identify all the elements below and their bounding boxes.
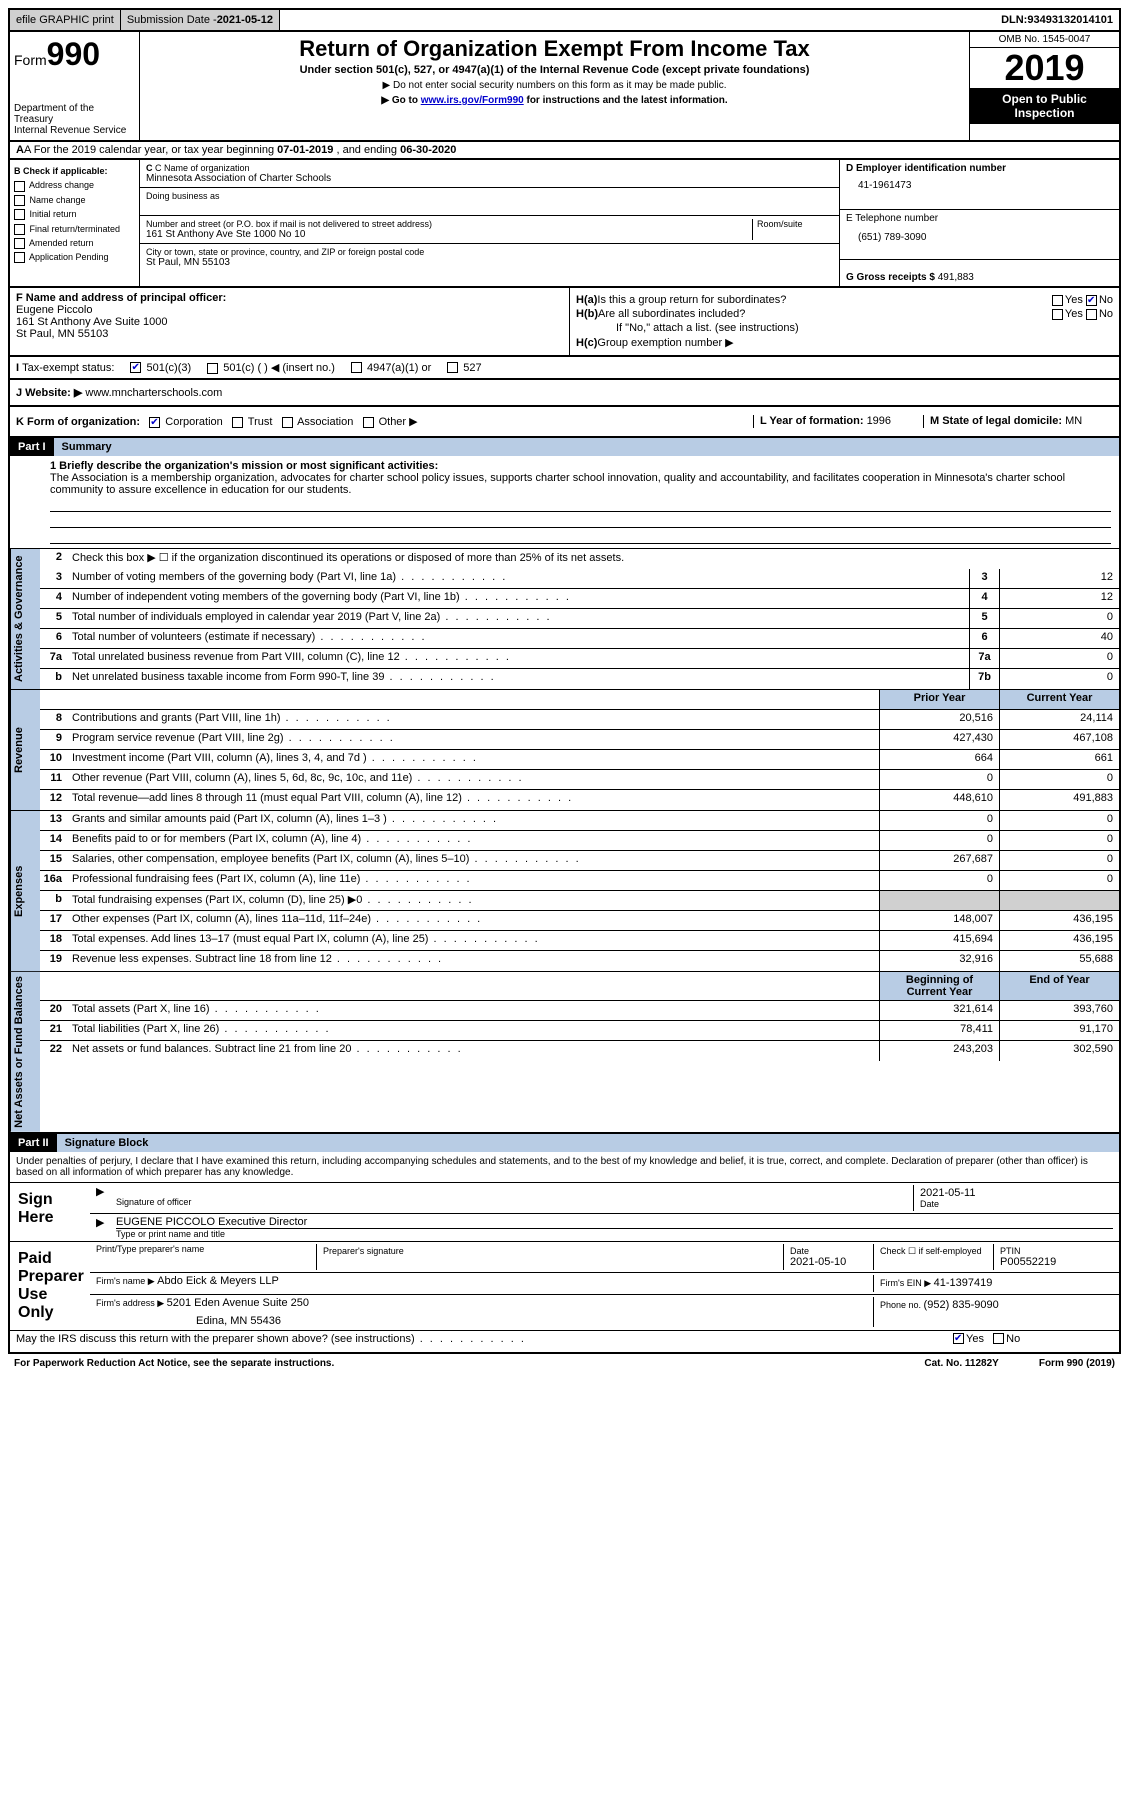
dln: DLN: 93493132014101 [995, 10, 1119, 30]
open-inspection: Open to PublicInspection [970, 88, 1119, 124]
section-vlabel: Revenue [10, 690, 40, 810]
section-vlabel: Activities & Governance [10, 549, 40, 689]
summary-line: 18Total expenses. Add lines 13–17 (must … [40, 931, 1119, 951]
form-org-row: K Form of organization: Corporation Trus… [8, 407, 1121, 438]
irs-link[interactable]: www.irs.gov/Form990 [421, 95, 524, 106]
discuss-row: May the IRS discuss this return with the… [10, 1330, 1119, 1352]
org-name-cell: C C Name of organization Minnesota Assoc… [140, 160, 839, 188]
summary-line: 16aProfessional fundraising fees (Part I… [40, 871, 1119, 891]
row-a-tax-year: AA For the 2019 calendar year, or tax ye… [8, 142, 1121, 160]
hb-yes-checkbox[interactable] [1052, 309, 1063, 320]
col-b-checkboxes: B Check if applicable: Address change Na… [10, 160, 140, 286]
527-checkbox[interactable] [447, 362, 458, 373]
summary-line: 4Number of independent voting members of… [40, 589, 1119, 609]
perjury-statement: Under penalties of perjury, I declare th… [10, 1152, 1119, 1182]
colb-checkbox[interactable] [14, 252, 25, 263]
sign-here-label: Sign Here [10, 1183, 90, 1241]
colb-checkbox[interactable] [14, 181, 25, 192]
4947-checkbox[interactable] [351, 362, 362, 373]
summary-line: 19Revenue less expenses. Subtract line 1… [40, 951, 1119, 971]
telephone-cell: E Telephone number (651) 789-3090 [840, 210, 1119, 260]
top-bar: efile GRAPHIC print Submission Date - 20… [8, 8, 1121, 32]
website-row: J Website: ▶ www.mncharterschools.com [8, 380, 1121, 407]
colb-checkbox[interactable] [14, 195, 25, 206]
page-footer: For Paperwork Reduction Act Notice, see … [8, 1354, 1121, 1373]
form-subtitle: Under section 501(c), 527, or 4947(a)(1)… [144, 64, 965, 76]
efile-print-button[interactable]: efile GRAPHIC print [10, 10, 121, 30]
paid-preparer-label: Paid Preparer Use Only [10, 1242, 90, 1330]
section-vlabel: Expenses [10, 811, 40, 971]
summary-line: 10Investment income (Part VIII, column (… [40, 750, 1119, 770]
summary-line: 12Total revenue—add lines 8 through 11 (… [40, 790, 1119, 810]
summary-line: 22Net assets or fund balances. Subtract … [40, 1041, 1119, 1061]
address-cell: Number and street (or P.O. box if mail i… [140, 216, 839, 244]
part2-header: Part II Signature Block [10, 1134, 1119, 1152]
summary-line: 20Total assets (Part X, line 16)321,6143… [40, 1001, 1119, 1021]
colb-checkbox[interactable] [14, 238, 25, 249]
dba-cell: Doing business as [140, 188, 839, 216]
summary-line: 21Total liabilities (Part X, line 26)78,… [40, 1021, 1119, 1041]
summary-line: 8Contributions and grants (Part VIII, li… [40, 710, 1119, 730]
submission-date: Submission Date - 2021-05-12 [121, 10, 280, 30]
summary-line: 17Other expenses (Part IX, column (A), l… [40, 911, 1119, 931]
summary-line: 6Total number of volunteers (estimate if… [40, 629, 1119, 649]
summary-line: 13Grants and similar amounts paid (Part … [40, 811, 1119, 831]
discuss-no-checkbox[interactable] [993, 1333, 1004, 1344]
501c-checkbox[interactable] [207, 363, 218, 374]
colb-checkbox[interactable] [14, 209, 25, 220]
form-number: Form990 [14, 36, 135, 73]
goto-note: ▶ Go to www.irs.gov/Form990 for instruct… [144, 95, 965, 106]
discuss-yes-checkbox[interactable] [953, 1333, 964, 1344]
group-return: H(a) Is this a group return for subordin… [570, 288, 1119, 355]
principal-officer: F Name and address of principal officer:… [10, 288, 570, 355]
summary-line: bTotal fundraising expenses (Part IX, co… [40, 891, 1119, 911]
ha-yes-checkbox[interactable] [1052, 295, 1063, 306]
summary-line: 11Other revenue (Part VIII, column (A), … [40, 770, 1119, 790]
mission-block: 1 Briefly describe the organization's mi… [10, 456, 1119, 548]
gross-receipts: G Gross receipts $ 491,883 [840, 260, 1119, 286]
assoc-checkbox[interactable] [282, 417, 293, 428]
summary-line: bNet unrelated business taxable income f… [40, 669, 1119, 689]
tax-exempt-status: I Tax-exempt status: 501(c)(3) 501(c) ( … [8, 357, 1121, 380]
summary-line: 5Total number of individuals employed in… [40, 609, 1119, 629]
hb-no-checkbox[interactable] [1086, 309, 1097, 320]
summary-line: 3Number of voting members of the governi… [40, 569, 1119, 589]
dept-treasury: Department of the Treasury Internal Reve… [14, 103, 135, 136]
form-header: Form990 Department of the Treasury Inter… [8, 32, 1121, 142]
form-title: Return of Organization Exempt From Incom… [144, 36, 965, 62]
city-cell: City or town, state or province, country… [140, 244, 839, 271]
trust-checkbox[interactable] [232, 417, 243, 428]
colb-checkbox[interactable] [14, 224, 25, 235]
corp-checkbox[interactable] [149, 417, 160, 428]
omb-number: OMB No. 1545-0047 [970, 32, 1119, 48]
tax-year: 2019 [970, 48, 1119, 88]
ein-cell: D Employer identification number 41-1961… [840, 160, 1119, 210]
other-checkbox[interactable] [363, 417, 374, 428]
summary-line: 14Benefits paid to or for members (Part … [40, 831, 1119, 851]
501c3-checkbox[interactable] [130, 362, 141, 373]
summary-line: 9Program service revenue (Part VIII, lin… [40, 730, 1119, 750]
summary-line: 15Salaries, other compensation, employee… [40, 851, 1119, 871]
summary-line: 7aTotal unrelated business revenue from … [40, 649, 1119, 669]
part1-header: Part I Summary [10, 438, 1119, 456]
ha-no-checkbox[interactable] [1086, 295, 1097, 306]
ssn-note: ▶ Do not enter social security numbers o… [144, 80, 965, 91]
section-vlabel: Net Assets or Fund Balances [10, 972, 40, 1132]
